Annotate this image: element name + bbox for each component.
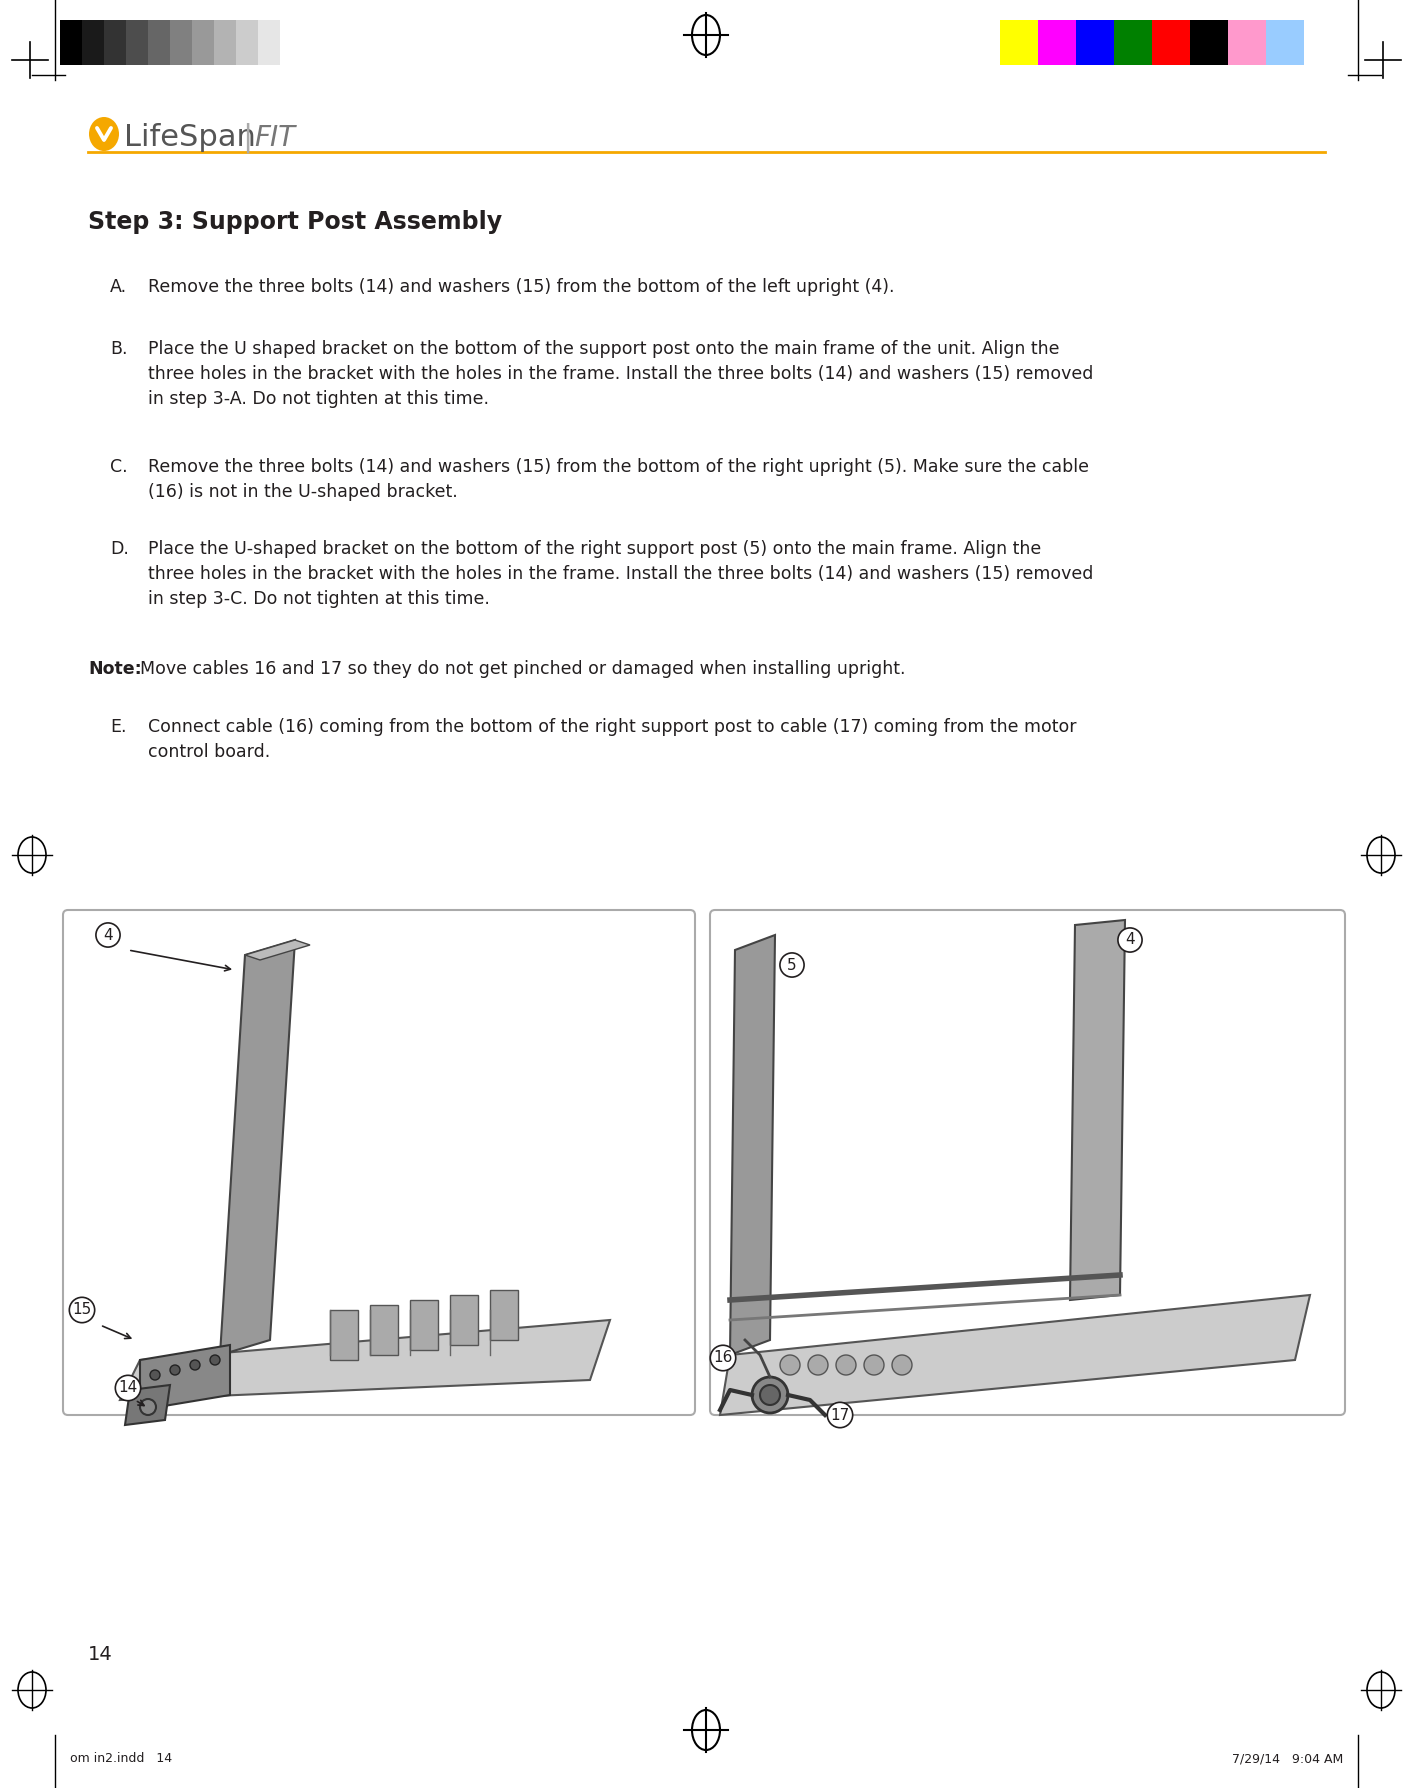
Bar (126, 20, 148, 64)
Circle shape (752, 1377, 788, 1413)
Bar (280, 20, 302, 64)
Polygon shape (140, 1345, 230, 1411)
Text: 14: 14 (88, 1645, 113, 1665)
Polygon shape (731, 935, 774, 1355)
Bar (213, 20, 236, 64)
Polygon shape (124, 1386, 170, 1425)
Bar (1113, 20, 1152, 64)
Bar (170, 20, 192, 64)
Text: B.: B. (110, 340, 127, 358)
Polygon shape (1070, 921, 1125, 1300)
Text: FIT: FIT (254, 123, 295, 152)
Bar (1228, 20, 1266, 64)
Bar (259, 20, 280, 64)
Circle shape (892, 1355, 911, 1375)
Text: Place the U-shaped bracket on the bottom of the right support post (5) onto the : Place the U-shaped bracket on the bottom… (148, 540, 1094, 608)
FancyBboxPatch shape (64, 910, 695, 1414)
Text: Connect cable (16) coming from the bottom of the right support post to cable (17: Connect cable (16) coming from the botto… (148, 719, 1077, 762)
Text: Remove the three bolts (14) and washers (15) from the bottom of the right uprigh: Remove the three bolts (14) and washers … (148, 458, 1089, 501)
Bar (59, 20, 82, 64)
Circle shape (780, 1355, 800, 1375)
Bar (1077, 20, 1113, 64)
Text: 4: 4 (103, 928, 113, 942)
Text: LifeSpan: LifeSpan (124, 123, 256, 152)
Circle shape (863, 1355, 885, 1375)
Text: Remove the three bolts (14) and washers (15) from the bottom of the left upright: Remove the three bolts (14) and washers … (148, 277, 894, 297)
Text: 14: 14 (119, 1380, 137, 1395)
Bar (449, 1295, 478, 1345)
Polygon shape (120, 1320, 610, 1400)
Bar (490, 1289, 519, 1339)
Text: |: | (242, 123, 253, 154)
Circle shape (211, 1355, 220, 1364)
Bar (1266, 20, 1304, 64)
Text: 4: 4 (1125, 933, 1135, 948)
Bar (236, 20, 259, 64)
Circle shape (836, 1355, 856, 1375)
Text: D.: D. (110, 540, 129, 558)
Text: A.: A. (110, 277, 127, 297)
Text: E.: E. (110, 719, 127, 737)
Text: Move cables 16 and 17 so they do not get pinched or damaged when installing upri: Move cables 16 and 17 so they do not get… (140, 660, 906, 678)
Text: 17: 17 (831, 1407, 849, 1423)
Bar (105, 20, 126, 64)
FancyBboxPatch shape (709, 910, 1345, 1414)
Circle shape (808, 1355, 828, 1375)
Bar (192, 20, 213, 64)
Circle shape (170, 1364, 179, 1375)
Polygon shape (220, 940, 295, 1355)
Text: om in2.indd   14: om in2.indd 14 (71, 1752, 172, 1765)
Bar (148, 20, 170, 64)
Bar (410, 1300, 438, 1350)
Circle shape (189, 1361, 201, 1370)
Text: Note:: Note: (88, 660, 141, 678)
Polygon shape (721, 1295, 1310, 1414)
Bar (331, 1311, 357, 1361)
Polygon shape (244, 940, 309, 960)
Bar (1190, 20, 1228, 64)
Text: 16: 16 (714, 1350, 733, 1366)
Text: 5: 5 (787, 958, 797, 973)
Bar (1039, 20, 1077, 64)
Circle shape (140, 1398, 155, 1414)
Text: Place the U shaped bracket on the bottom of the support post onto the main frame: Place the U shaped bracket on the bottom… (148, 340, 1094, 408)
Bar (1152, 20, 1190, 64)
Circle shape (150, 1370, 160, 1380)
Text: 7/29/14   9:04 AM: 7/29/14 9:04 AM (1232, 1752, 1342, 1765)
Bar (370, 1305, 398, 1355)
Ellipse shape (89, 116, 119, 150)
Text: C.: C. (110, 458, 127, 476)
Text: Step 3: Support Post Assembly: Step 3: Support Post Assembly (88, 209, 502, 234)
Bar (1000, 20, 1039, 64)
Bar (82, 20, 105, 64)
Text: 15: 15 (72, 1302, 92, 1318)
Circle shape (760, 1386, 780, 1405)
